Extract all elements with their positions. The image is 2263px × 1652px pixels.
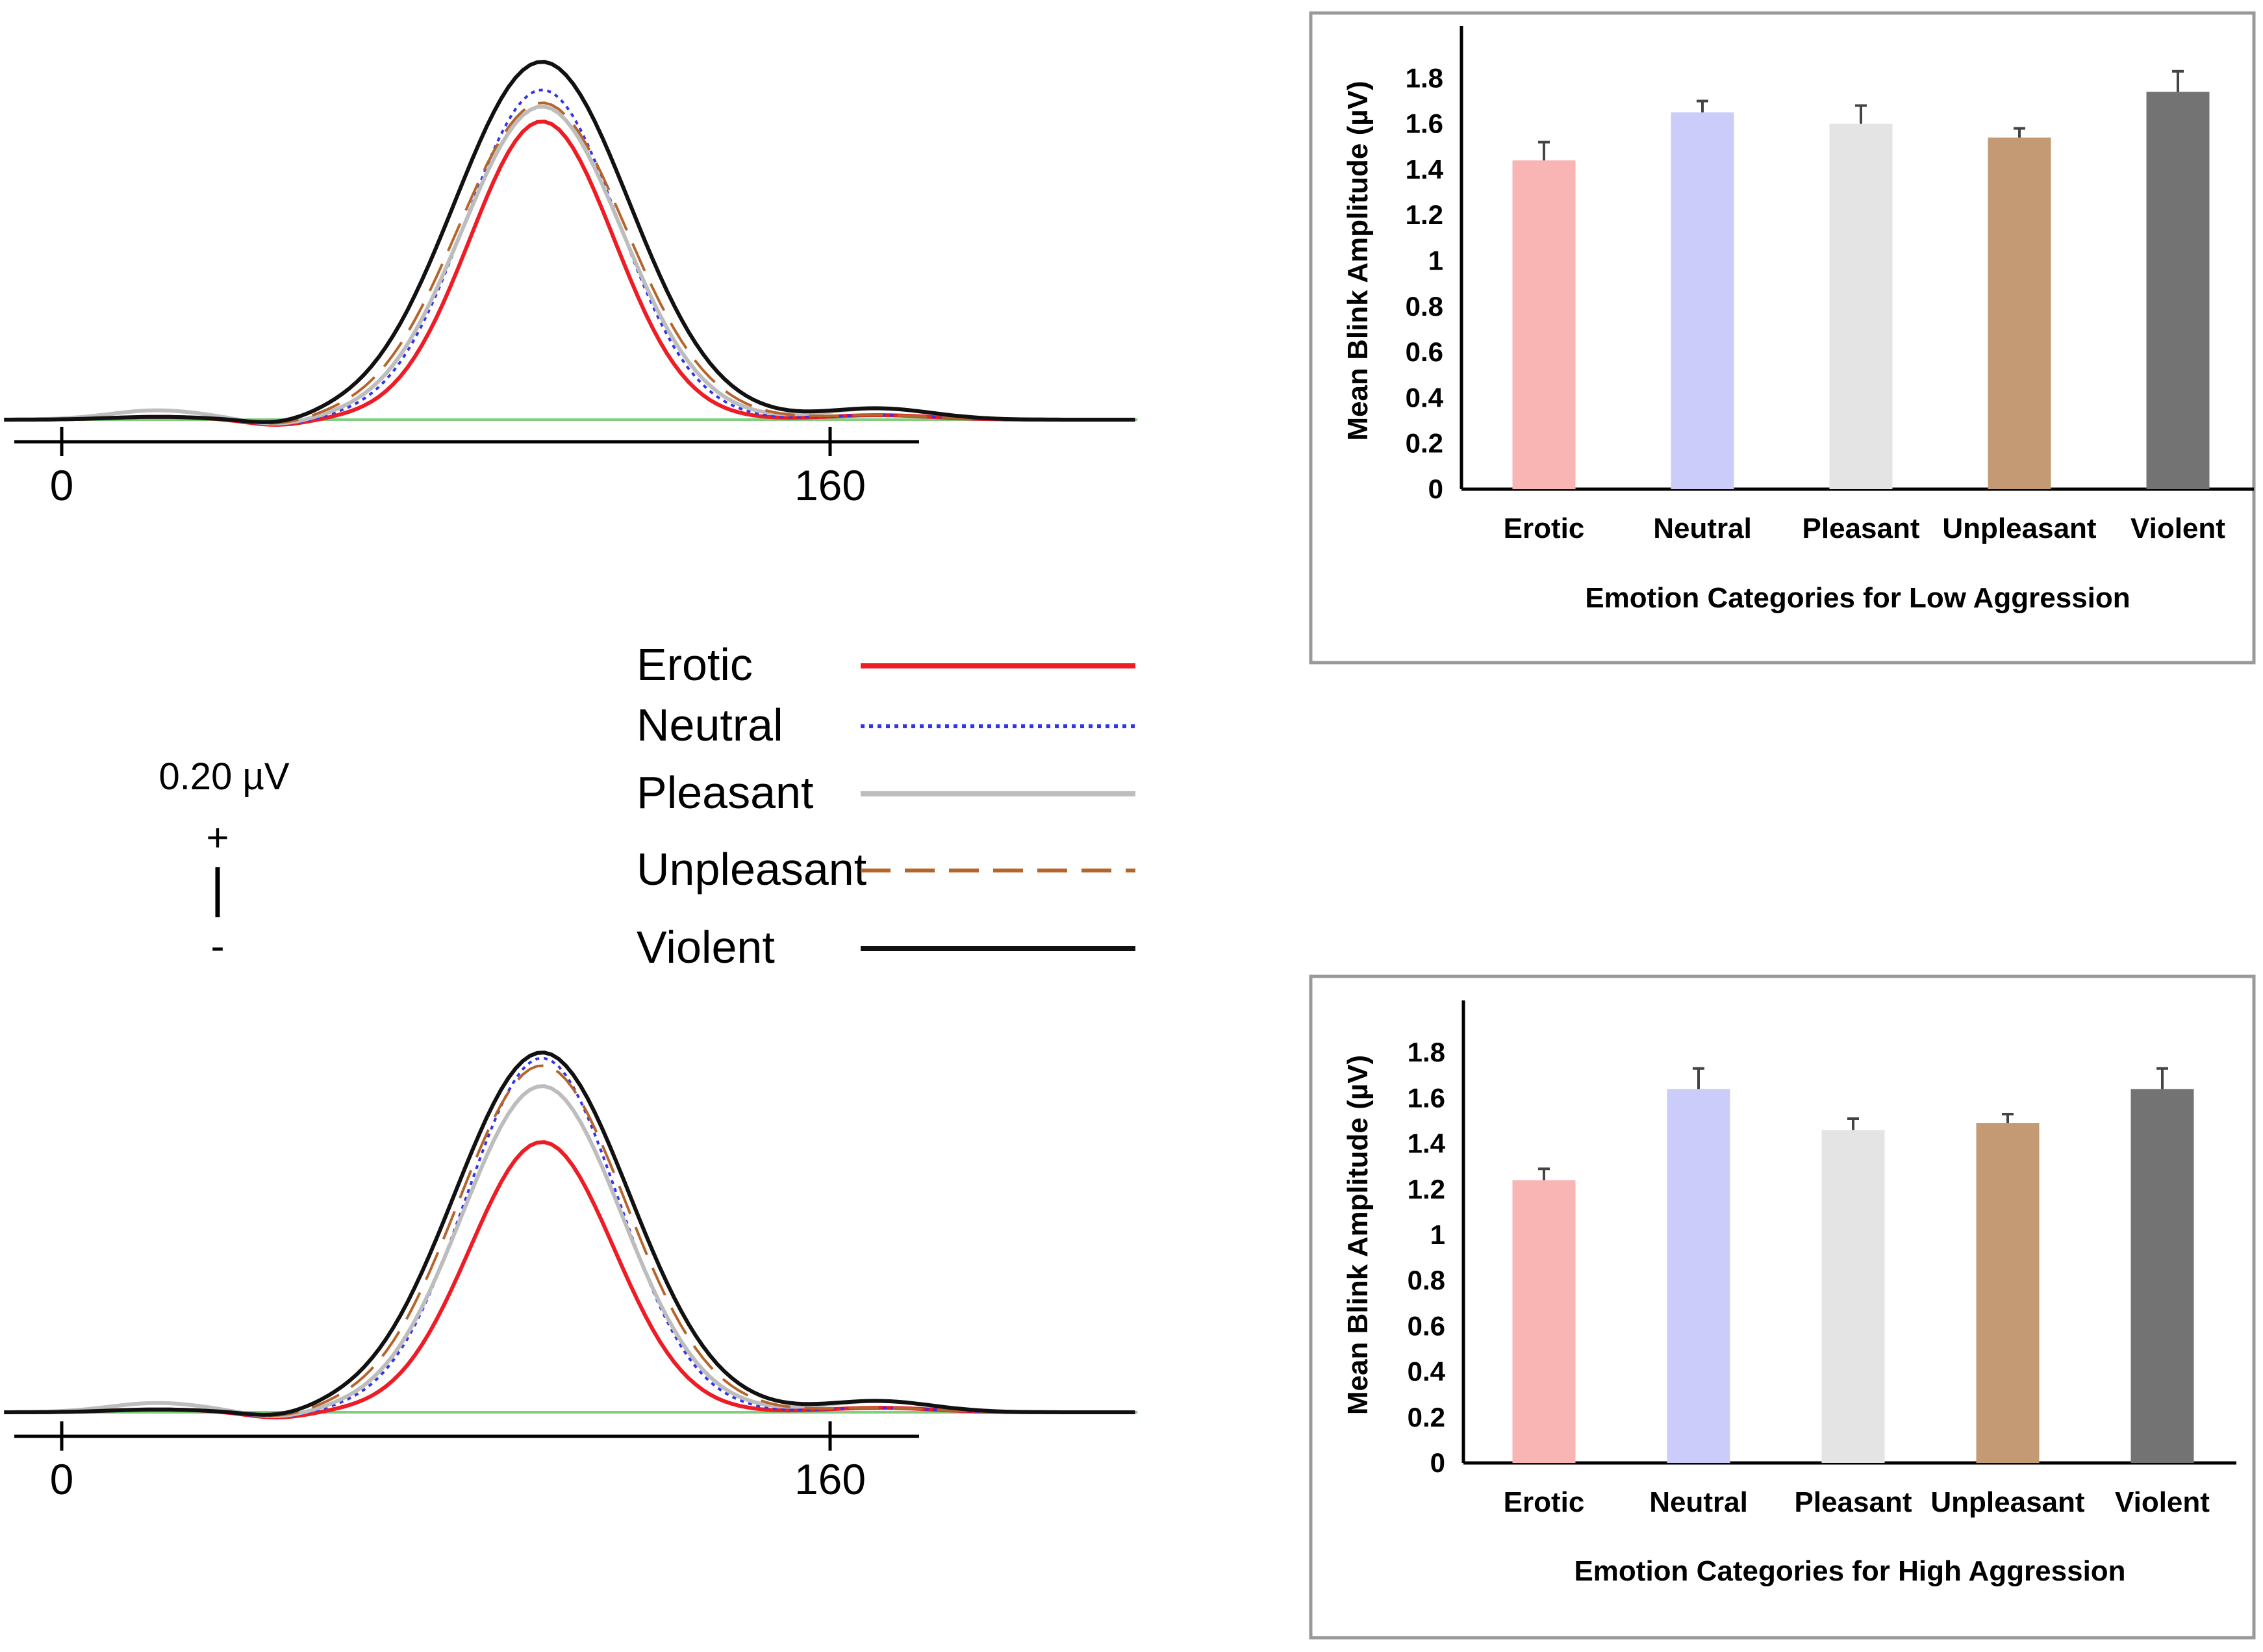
waveform-neutral bbox=[4, 1056, 1135, 1419]
waveform-violent bbox=[4, 1050, 1135, 1417]
category-label: Neutral bbox=[1653, 513, 1752, 544]
waveform-violent bbox=[4, 60, 1135, 424]
bar-unpleasant bbox=[1988, 137, 2051, 489]
bar-erotic bbox=[1512, 1180, 1576, 1463]
bar-chart-high: 0 0.2 0.4 0.6 0.8 1 1.2 1.4 1.6 1.8 Mean Blink Amp… bbox=[1342, 1000, 2236, 1587]
y-tick-label: 1.8 bbox=[1408, 1037, 1445, 1067]
bar-violent bbox=[2146, 92, 2210, 489]
x-axis-title: Emotion Categories for Low Aggression bbox=[1585, 582, 2130, 614]
waveform-pleasant bbox=[4, 105, 1135, 426]
bar-neutral bbox=[1671, 112, 1734, 489]
legend-label: Pleasant bbox=[637, 767, 813, 818]
x-tick-label: 160 bbox=[794, 1455, 866, 1503]
waveform-erotic bbox=[4, 120, 1135, 427]
y-axis-title: Mean Blink Amplitude (µV) bbox=[1342, 81, 1374, 440]
y-tick-label: 0.4 bbox=[1406, 382, 1444, 413]
category-label: Unpleasant bbox=[1942, 513, 2097, 544]
y-tick-label: 0.2 bbox=[1406, 428, 1443, 459]
category-label: Violent bbox=[2115, 1486, 2210, 1518]
x-axis-title: Emotion Categories for High Aggression bbox=[1574, 1555, 2125, 1587]
x-tick-label: 0 bbox=[50, 1455, 74, 1503]
y-tick-label: 0.6 bbox=[1406, 337, 1443, 367]
category-label: Neutral bbox=[1649, 1486, 1748, 1518]
scale-bar-value: 0.20 µV bbox=[158, 756, 289, 798]
y-tick-label: 1.4 bbox=[1408, 1128, 1446, 1159]
bar-chart-low: 0 0.2 0.4 0.6 0.8 1 1.2 1.4 1.6 1.8 Mean Blink Amp… bbox=[1342, 26, 2254, 614]
scale-bar-minus: - bbox=[210, 922, 224, 969]
bar-pleasant bbox=[1821, 1130, 1885, 1463]
trace-group bbox=[4, 1050, 1138, 1419]
y-tick-label: 1 bbox=[1430, 1219, 1445, 1250]
bar-chart-frame-low bbox=[1309, 11, 2256, 665]
waveform-unpleasant bbox=[4, 1064, 1135, 1417]
y-tick-label: 0.6 bbox=[1408, 1310, 1445, 1341]
legend-label: Violent bbox=[637, 922, 775, 972]
bar-neutral bbox=[1667, 1089, 1730, 1463]
category-label: Violent bbox=[2130, 513, 2225, 544]
y-tick-label: 1 bbox=[1428, 246, 1443, 276]
y-tick-label: 0.8 bbox=[1406, 291, 1443, 322]
y-tick-label: 1.6 bbox=[1406, 108, 1443, 139]
x-tick-label: 0 bbox=[50, 461, 74, 509]
category-label: Erotic bbox=[1504, 513, 1585, 544]
bar-chart-frame-high bbox=[1309, 974, 2256, 1640]
legend-label: Neutral bbox=[637, 700, 783, 750]
category-label: Unpleasant bbox=[1930, 1486, 2085, 1518]
y-tick-label: 0 bbox=[1428, 474, 1443, 504]
bar-pleasant bbox=[1829, 123, 1893, 490]
category-label: Erotic bbox=[1504, 1486, 1585, 1518]
legend-label: Erotic bbox=[637, 639, 753, 690]
category-label: Pleasant bbox=[1795, 1486, 1912, 1518]
y-tick-label: 0.2 bbox=[1408, 1402, 1445, 1432]
scale-bar: 0.20 µV + - bbox=[158, 756, 289, 969]
waveform-unpleasant bbox=[4, 101, 1135, 425]
bar-erotic bbox=[1512, 160, 1576, 489]
x-tick-label: 160 bbox=[794, 461, 866, 509]
waveform-panel-low: 0 160 bbox=[4, 60, 1138, 509]
legend: Erotic Neutral Pleasant Unpleasant Violent bbox=[637, 639, 1135, 972]
y-tick-label: 1.4 bbox=[1406, 154, 1444, 184]
y-tick-label: 1.2 bbox=[1406, 199, 1443, 230]
bar-violent bbox=[2130, 1089, 2194, 1463]
y-tick-label: 1.2 bbox=[1408, 1174, 1445, 1204]
y-tick-label: 0 bbox=[1430, 1447, 1445, 1478]
y-tick-label: 1.6 bbox=[1408, 1082, 1445, 1113]
y-tick-label: 1.8 bbox=[1406, 62, 1443, 93]
waveform-pleasant bbox=[4, 1084, 1135, 1418]
y-tick-label: 0.8 bbox=[1408, 1265, 1445, 1295]
category-label: Pleasant bbox=[1802, 513, 1920, 544]
scale-bar-plus: + bbox=[206, 816, 229, 859]
legend-label: Unpleasant bbox=[637, 844, 866, 895]
y-tick-label: 0.4 bbox=[1408, 1356, 1446, 1387]
waveform-panel-high: 0 160 bbox=[4, 1050, 1138, 1503]
waveform-erotic bbox=[4, 1140, 1135, 1419]
bar-unpleasant bbox=[1976, 1123, 2040, 1463]
trace-group bbox=[4, 60, 1138, 427]
y-axis-title: Mean Blink Amplitude (µV) bbox=[1342, 1055, 1374, 1415]
